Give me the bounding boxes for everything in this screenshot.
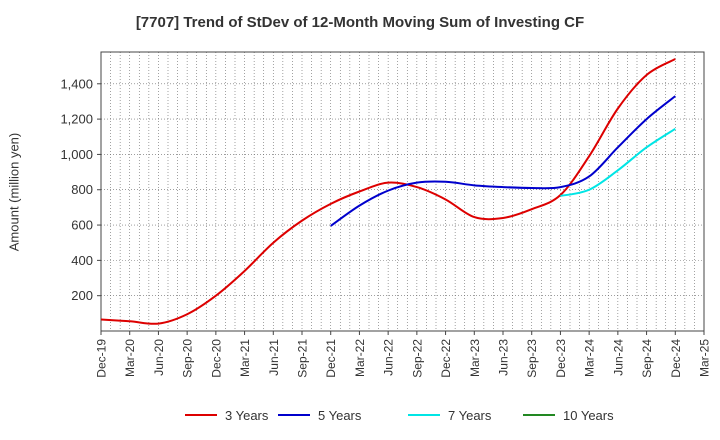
x-tick-label: Mar-23 [468, 339, 482, 377]
legend-label: 5 Years [318, 408, 362, 423]
legend-label: 10 Years [563, 408, 614, 423]
y-axis: 200 400 600 800 1,000 1,200 1,400 [60, 76, 101, 303]
y-tick-label: 1,000 [60, 147, 93, 162]
legend-label: 7 Years [448, 408, 492, 423]
legend: 3 Years 5 Years 7 Years 10 Years [185, 408, 614, 423]
series-line-7-years [560, 127, 676, 197]
series-line-3-years [100, 58, 676, 325]
y-tick-label: 200 [71, 288, 93, 303]
x-tick-label: Sep-20 [181, 339, 195, 378]
x-tick-label: Dec-23 [554, 339, 568, 378]
x-tick-label: Jun-20 [152, 339, 166, 376]
x-tick-label: Dec-24 [669, 339, 683, 378]
x-tick-label: Sep-23 [525, 339, 539, 378]
chart-title: [7707] Trend of StDev of 12-Month Moving… [135, 14, 585, 31]
x-tick-label: Dec-20 [209, 339, 223, 378]
x-tick-label: Mar-22 [353, 339, 367, 377]
x-tick-label: Dec-22 [439, 339, 453, 378]
x-tick-label: Jun-22 [382, 339, 396, 376]
x-tick-label: Mar-20 [123, 339, 137, 377]
x-tick-label: Dec-19 [95, 339, 109, 378]
plot-area [100, 51, 705, 332]
x-tick-label: Sep-21 [296, 339, 310, 378]
x-tick-label: Sep-24 [640, 339, 654, 378]
x-tick-label: Mar-24 [583, 339, 597, 377]
legend-label: 3 Years [225, 408, 269, 423]
x-tick-label: Sep-22 [410, 339, 424, 378]
y-tick-label: 400 [71, 253, 93, 268]
x-axis: Dec-19 Mar-20 Jun-20 Sep-20 Dec-20 Mar-21 Jun-… [95, 331, 712, 378]
x-tick-label: Jun-21 [267, 339, 281, 376]
y-tick-label: 800 [71, 182, 93, 197]
x-tick-label: Mar-21 [238, 339, 252, 377]
y-tick-label: 1,400 [60, 76, 93, 91]
series-line-5-years [330, 95, 676, 227]
series-lines [100, 58, 676, 325]
grid-lines [101, 52, 704, 331]
y-tick-label: 600 [71, 218, 93, 233]
x-tick-label: Jun-24 [611, 339, 625, 376]
x-tick-label: Jun-23 [497, 339, 511, 376]
x-tick-label: Dec-21 [324, 339, 338, 378]
x-tick-label: Mar-25 [698, 339, 712, 377]
y-tick-label: 1,200 [60, 112, 93, 127]
